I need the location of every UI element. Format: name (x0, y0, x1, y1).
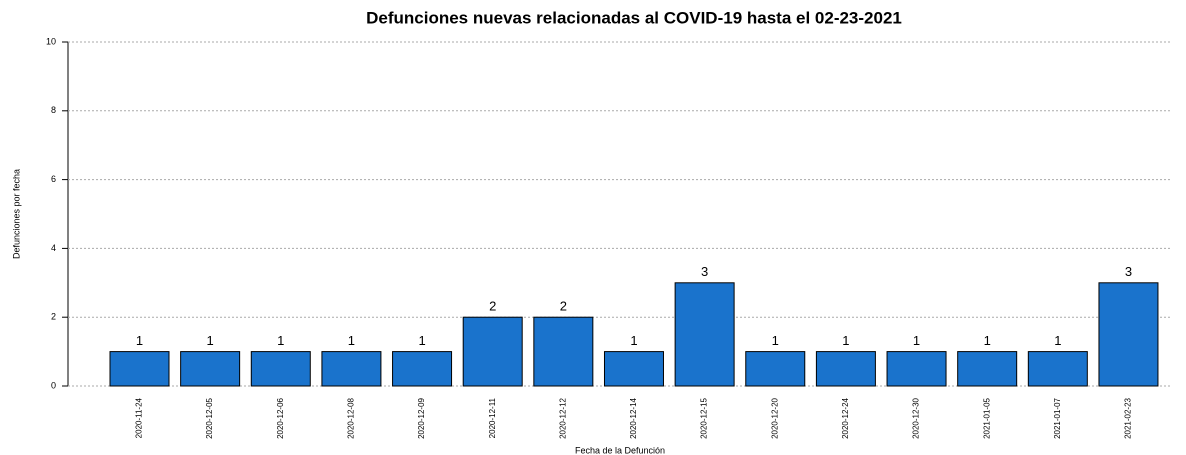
value-label: 1 (136, 333, 143, 348)
bar (886, 351, 947, 387)
x-tick-label: 2020-12-12 (558, 397, 567, 438)
bar (180, 351, 241, 387)
bar (321, 351, 382, 387)
y-tick-label: 0 (51, 380, 56, 390)
value-label: 1 (630, 333, 637, 348)
value-label: 1 (913, 333, 920, 348)
bar (250, 351, 311, 387)
x-tick-label: 2020-12-08 (347, 397, 356, 438)
value-label: 1 (348, 333, 355, 348)
x-tick-label: 2020-12-14 (629, 397, 638, 438)
value-label: 1 (984, 333, 991, 348)
bar (745, 351, 806, 387)
y-tick-label: 6 (51, 174, 56, 184)
value-label: 1 (277, 333, 284, 348)
y-tick-label: 8 (51, 105, 56, 115)
x-tick-label: 2020-12-20 (770, 397, 779, 438)
x-tick-label: 2020-12-30 (912, 397, 921, 438)
x-tick-label: 2020-12-11 (488, 397, 497, 438)
value-label: 1 (418, 333, 425, 348)
value-label: 3 (1125, 264, 1132, 279)
x-tick-label: 2020-12-15 (700, 397, 709, 438)
bar (1027, 351, 1088, 387)
bar (1098, 282, 1159, 387)
value-label: 1 (772, 333, 779, 348)
bar (674, 282, 735, 387)
x-axis-label: Fecha de la Defunción (575, 445, 665, 455)
bar (392, 351, 453, 387)
x-tick-label: 2020-12-24 (841, 397, 850, 438)
value-label: 1 (1054, 333, 1061, 348)
value-label: 1 (207, 333, 214, 348)
x-tick-label: 2021-02-23 (1124, 397, 1133, 438)
bar (957, 351, 1018, 387)
bar (603, 351, 664, 387)
value-label: 2 (560, 299, 567, 314)
x-tick-label: 2020-12-09 (417, 397, 426, 438)
bar (533, 316, 594, 387)
bar (462, 316, 523, 387)
value-label: 3 (701, 264, 708, 279)
y-tick-label: 2 (51, 312, 56, 322)
x-tick-label: 2020-11-24 (135, 397, 144, 438)
y-tick-label: 4 (51, 243, 56, 253)
bar (109, 351, 170, 387)
chart-title: Defunciones nuevas relacionadas al COVID… (366, 8, 902, 27)
bar (815, 351, 876, 387)
x-tick-label: 2020-12-06 (276, 397, 285, 438)
value-label: 2 (489, 299, 496, 314)
y-tick-label: 10 (46, 36, 56, 46)
y-axis-label: Defunciones por fecha (11, 169, 21, 259)
value-label: 1 (842, 333, 849, 348)
x-tick-label: 2020-12-05 (205, 397, 214, 438)
x-tick-label: 2021-01-05 (982, 397, 991, 438)
x-tick-label: 2021-01-07 (1053, 397, 1062, 438)
